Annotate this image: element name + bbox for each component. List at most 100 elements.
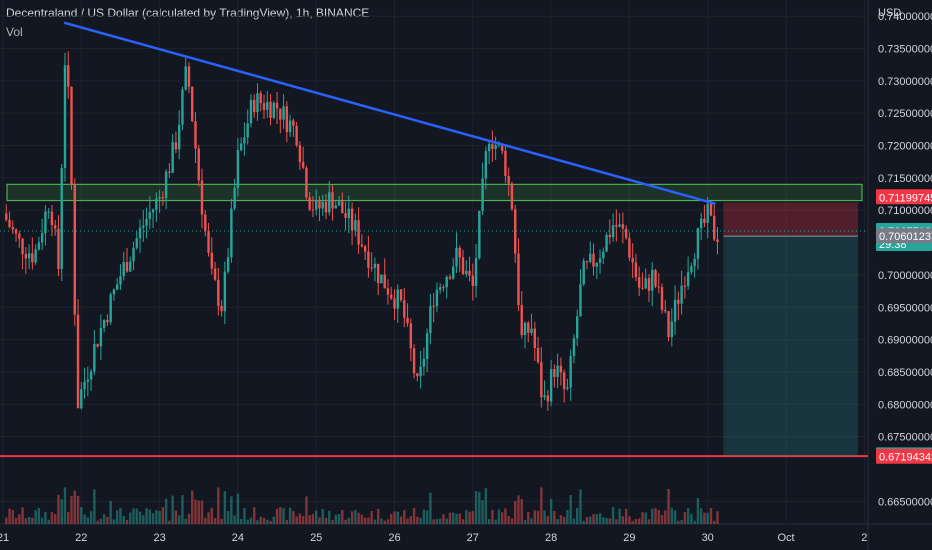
candle-body	[569, 356, 572, 388]
volume-bar	[651, 508, 654, 524]
candle-body	[298, 145, 302, 163]
candle-body	[321, 201, 324, 209]
candle-body	[171, 142, 174, 173]
volume-bar	[510, 518, 514, 524]
volume-bar	[285, 520, 289, 524]
volume-bar	[63, 487, 67, 524]
candle-body	[628, 237, 631, 258]
volume-bar	[465, 509, 468, 524]
candle-body	[562, 372, 566, 389]
volume-label: Vol	[6, 25, 23, 39]
x-tick-label: 28	[545, 532, 557, 544]
candle-body	[181, 89, 184, 125]
volume-bar	[376, 508, 380, 524]
candle-body	[680, 285, 683, 304]
candle-body	[204, 214, 207, 231]
candle-body	[690, 266, 693, 273]
candle-body	[67, 65, 70, 87]
volume-bar	[566, 510, 569, 524]
candle-body	[210, 252, 213, 269]
candle-body	[37, 242, 41, 250]
candle-body	[422, 358, 426, 367]
candle-body	[122, 262, 125, 277]
volume-bar	[197, 500, 200, 524]
volume-bar	[690, 513, 693, 524]
x-tick-label: 2	[861, 532, 867, 544]
candle-body	[148, 212, 152, 219]
candle-body	[481, 178, 484, 211]
volume-bar	[637, 518, 641, 524]
candle-body	[236, 150, 240, 189]
volume-bar	[5, 517, 8, 524]
candle-body	[331, 192, 334, 209]
volume-bar	[608, 518, 612, 524]
candle-body	[308, 197, 311, 210]
volume-bar	[308, 515, 311, 524]
volume-bar	[204, 517, 207, 524]
volume-bar	[589, 516, 592, 524]
candle-body	[549, 369, 553, 402]
volume-bar	[474, 491, 478, 524]
volume-bar	[373, 519, 377, 524]
candle-body	[11, 227, 14, 230]
volume-bar	[360, 514, 364, 524]
x-tick-label: 29	[623, 532, 635, 544]
volume-bar	[86, 517, 90, 524]
candle-body	[315, 200, 318, 210]
volume-bar	[598, 513, 602, 524]
candle-body	[709, 203, 713, 216]
volume-bar	[233, 515, 236, 524]
volume-bar	[67, 512, 70, 524]
candle-body	[142, 225, 145, 228]
volume-bar	[523, 520, 527, 524]
volume-bar	[155, 510, 158, 524]
y-tick-label: 0.68500000	[878, 367, 932, 379]
candle-body	[194, 121, 197, 149]
candle-body	[301, 162, 305, 168]
resistance-zone	[6, 183, 863, 202]
candle-body	[226, 257, 230, 272]
price-tag-box	[876, 189, 932, 205]
candle-body	[510, 183, 514, 210]
volume-bar	[135, 508, 138, 524]
volume-bar	[8, 508, 11, 524]
volume-bar	[194, 499, 197, 524]
volume-bar	[311, 513, 315, 524]
candle-body	[412, 348, 416, 374]
volume-bar	[57, 494, 60, 524]
volume-bar	[337, 514, 341, 524]
volume-bar	[18, 514, 21, 524]
volume-bar	[425, 510, 429, 524]
volume-bar	[569, 495, 572, 524]
volume-bar	[380, 518, 383, 524]
candle-body	[132, 247, 135, 262]
candle-body	[187, 66, 191, 87]
volume-bar	[187, 513, 191, 524]
candle-body	[223, 271, 227, 312]
candle-body	[592, 253, 595, 267]
volume-bar	[461, 519, 465, 524]
y-tick-label: 0.70000000	[878, 270, 932, 282]
candle-body	[24, 254, 28, 259]
volume-bar	[177, 515, 181, 524]
candle-body	[102, 320, 106, 328]
candle-body	[487, 144, 491, 152]
volume-bar	[161, 507, 165, 524]
candle-body	[328, 192, 331, 213]
volume-bar	[21, 507, 24, 524]
x-tick-label: 23	[153, 532, 165, 544]
candle-body	[425, 333, 429, 359]
volume-bar	[533, 510, 536, 524]
volume-bar	[559, 515, 563, 524]
candle-body	[657, 286, 660, 288]
volume-bar	[634, 518, 638, 524]
volume-bar	[556, 519, 559, 524]
candle-body	[83, 381, 86, 390]
candle-body	[602, 251, 605, 259]
candle-body	[637, 277, 641, 288]
y-tick-label: 0.73000000	[878, 76, 932, 88]
y-tick-label: 0.74000000	[878, 11, 932, 23]
price-tag: 0.70601237	[876, 228, 932, 244]
volume-bar	[334, 514, 337, 524]
